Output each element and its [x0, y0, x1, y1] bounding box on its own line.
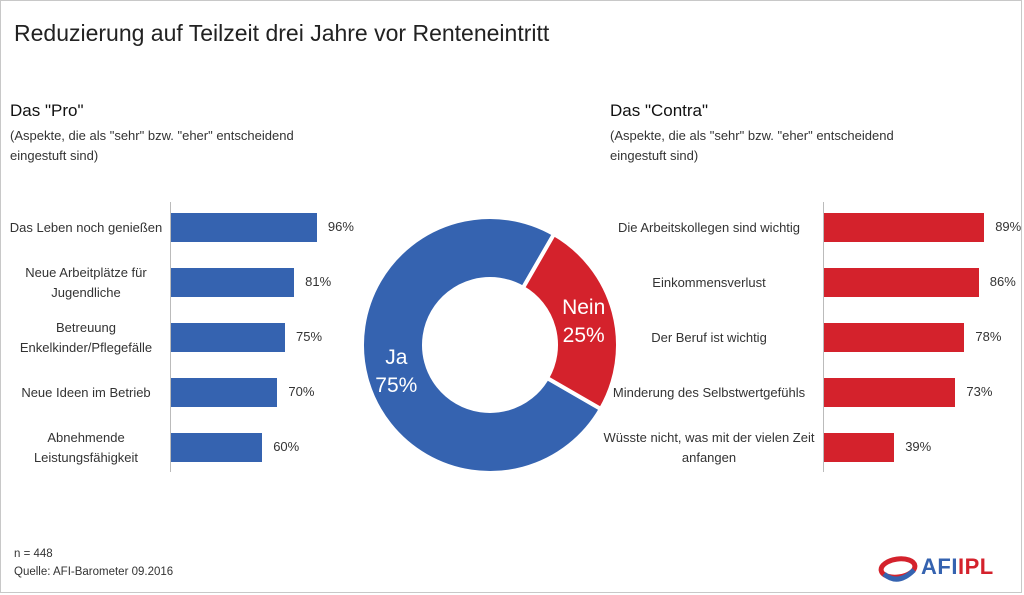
pro-value-label-5: 60% — [273, 438, 300, 454]
contra-value-label-1: 89% — [995, 218, 1022, 234]
contra-category-label-5: Wüsste nicht, was mit der vielen Zeit an… — [603, 429, 815, 465]
donut-value-nein: 25% — [563, 324, 605, 347]
pro-section-subtitle: (Aspekte, die als "sehr" bzw. "eher" ent… — [10, 128, 294, 163]
logo-text-ipl: IPL — [957, 554, 994, 579]
contra-value-label-5: 39% — [905, 438, 932, 454]
pro-bar-5 — [171, 433, 263, 462]
contra-value-label-3: 78% — [975, 328, 1002, 344]
ja-nein-donut-chart: Ja 75% Nein 25% — [360, 215, 620, 475]
logo-text-afi: AFI — [921, 554, 958, 579]
logo-swoosh-icon — [878, 556, 918, 582]
pro-bar-2 — [171, 268, 295, 297]
pro-bar-3 — [171, 323, 285, 352]
pro-value-label-3: 75% — [296, 328, 323, 344]
contra-bar-2 — [824, 268, 979, 297]
contra-category-label-4: Minderung des Selbstwertgefühls — [612, 384, 806, 400]
pro-category-label-5: Abnehmende Leistungsfähigkeit — [33, 429, 139, 465]
donut-label-nein: Nein — [562, 296, 605, 319]
pro-value-label-4: 70% — [288, 383, 315, 399]
logo-wordmark: AFIIPL — [921, 554, 994, 580]
contra-value-label-2: 86% — [989, 273, 1016, 289]
contra-section-title: Das "Contra" — [610, 101, 709, 120]
pro-category-label-4: Neue Ideen im Betrieb — [21, 384, 151, 400]
donut-value-ja: 75% — [375, 374, 417, 397]
pro-bar-1 — [171, 213, 317, 242]
contra-value-label-4: 73% — [966, 383, 993, 399]
contra-axis-line — [823, 202, 824, 472]
donut-slice-ja — [360, 215, 604, 475]
donut-label-ja: Ja — [385, 346, 408, 369]
chart-title: Reduzierung auf Teilzeit drei Jahre vor … — [14, 20, 550, 46]
pro-category-label-1: Das Leben noch genießen — [9, 219, 163, 235]
contra-bar-5 — [824, 433, 895, 462]
contra-bar-1 — [824, 213, 985, 242]
contra-bar-3 — [824, 323, 965, 352]
pro-category-label-2: Neue Arbeitplätze für Jugendliche — [25, 264, 147, 300]
sample-size-note: n = 448 — [14, 548, 53, 560]
pro-bar-4 — [171, 378, 278, 407]
contra-section-subtitle: (Aspekte, die als "sehr" bzw. "eher" ent… — [610, 128, 894, 163]
contra-category-label-2: Einkommensverlust — [652, 274, 766, 290]
pro-value-label-1: 96% — [327, 218, 354, 234]
contra-category-label-3: Der Beruf ist wichtig — [651, 329, 767, 345]
afi-ipl-logo: AFIIPL — [876, 546, 1016, 590]
pro-section-title: Das "Pro" — [10, 101, 84, 120]
pro-value-label-2: 81% — [305, 273, 332, 289]
contra-category-label-1: Die Arbeitskollegen sind wichtig — [617, 219, 801, 235]
source-note: Quelle: AFI-Barometer 09.2016 — [14, 566, 174, 578]
contra-bar-4 — [824, 378, 956, 407]
pro-axis-line — [170, 202, 171, 472]
donut-slice-nein — [520, 231, 620, 412]
pro-category-label-3: Betreuung Enkelkinder/Pflegefälle — [19, 319, 153, 355]
